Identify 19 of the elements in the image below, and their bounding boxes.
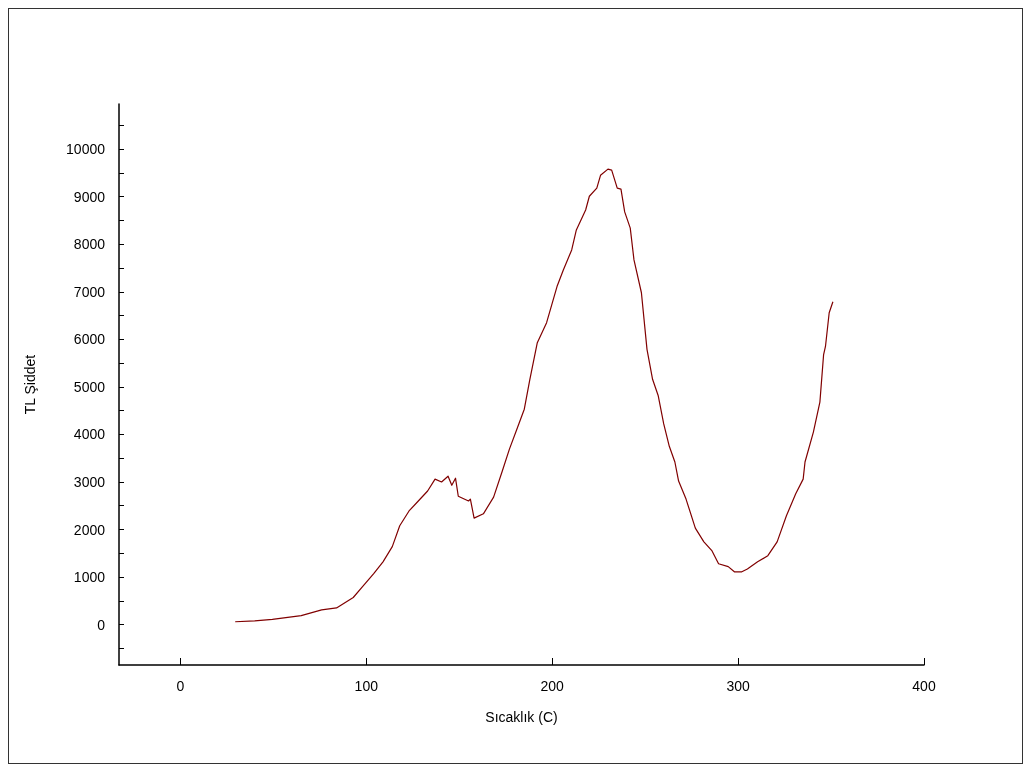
- y-tick-label: 6000: [73, 331, 106, 348]
- y-tick-label: 1000: [73, 569, 106, 586]
- y-tick-label: 3000: [73, 473, 106, 490]
- x-tick-label: 0: [176, 678, 185, 694]
- x-tick-label: 100: [354, 678, 379, 694]
- x-tick-label: 200: [540, 678, 565, 694]
- y-tick-label: 5000: [73, 378, 106, 395]
- y-tick-label: 8000: [73, 236, 106, 253]
- x-tick-label: 300: [726, 678, 750, 694]
- line-series: [234, 168, 834, 623]
- y-tick-label: 9000: [73, 188, 106, 205]
- x-axis-title: Sıcaklık (C): [485, 709, 558, 725]
- x-tick-label: 400: [912, 678, 936, 694]
- y-axis-title: TL Şiddet: [22, 354, 38, 415]
- y-tick-label: 10000: [66, 141, 106, 158]
- y-tick-label: 0: [97, 616, 106, 633]
- y-tick-label: 7000: [73, 283, 106, 300]
- y-tick-label: 4000: [73, 426, 106, 443]
- y-tick-label: 2000: [73, 521, 106, 538]
